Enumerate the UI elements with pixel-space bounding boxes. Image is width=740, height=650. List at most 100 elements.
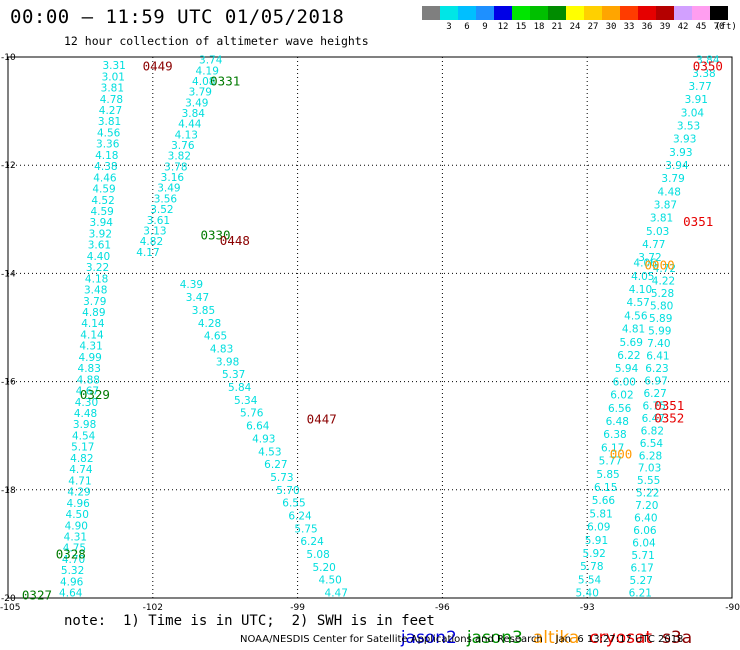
wave-height-value: 4.96 xyxy=(60,576,84,588)
color-bar-tick-label: 70 xyxy=(713,22,725,32)
wave-height-value: 3.98 xyxy=(216,356,239,368)
chart-title: 00:00 – 11:59 UTC 01/05/2018 xyxy=(10,6,345,28)
latitude-tick-label: -16 xyxy=(1,378,16,388)
wave-height-value: 6.27 xyxy=(643,388,666,400)
color-bar-tick-label: 42 xyxy=(677,22,689,32)
wave-height-value: 6.22 xyxy=(617,350,640,362)
wave-height-value: 6.02 xyxy=(610,390,633,402)
wave-height-value: 5.17 xyxy=(71,442,94,454)
wave-height-value: 6.21 xyxy=(629,588,652,600)
wave-height-value: 6.27 xyxy=(264,459,287,471)
longitude-tick-label: -105 xyxy=(0,603,20,613)
wave-height-value: 6.00 xyxy=(613,376,636,388)
wave-height-value: 4.71 xyxy=(68,475,91,487)
wave-height-value: 4.18 xyxy=(85,273,108,285)
color-bar-tick-label: 15 xyxy=(515,22,527,32)
wave-height-value: 4.44 xyxy=(178,119,202,131)
wave-height-value: 3.81 xyxy=(98,116,121,128)
wave-height-value: 7.20 xyxy=(635,500,658,512)
wave-height-value: 3.93 xyxy=(673,134,696,146)
wave-height-value: 4.82 xyxy=(140,236,163,248)
pass-time-label: 0331 xyxy=(210,73,240,88)
wave-height-value: 4.70 xyxy=(62,554,85,566)
wave-height-color-bar xyxy=(422,6,728,20)
wave-height-value: 6.06 xyxy=(633,525,657,537)
pass-time-label: 0449 xyxy=(143,59,173,74)
wave-height-value: 5.32 xyxy=(61,565,84,577)
wave-height-value: 4.48 xyxy=(74,408,97,420)
wave-height-value: 3.72 xyxy=(638,252,661,264)
wave-height-value: 4.39 xyxy=(180,279,203,291)
wave-height-value: 3.53 xyxy=(677,121,700,133)
wave-height-value: 5.08 xyxy=(306,549,329,561)
wave-height-value: 6.40 xyxy=(634,513,657,525)
color-bar-tick-label: 36 xyxy=(641,22,653,32)
pass-time-label: 000 xyxy=(610,447,633,462)
color-bar-tick-label: 45 xyxy=(695,22,707,32)
wave-height-value: 5.40 xyxy=(576,588,599,600)
wave-height-value: 3.48 xyxy=(84,285,107,297)
wave-height-value: 3.84 xyxy=(696,55,720,67)
wave-height-value: 6.48 xyxy=(606,416,629,428)
wave-height-value: 4.99 xyxy=(78,352,101,364)
wave-height-value: 4.83 xyxy=(78,363,101,375)
wave-height-value: 3.47 xyxy=(186,292,209,304)
wave-height-value: 4.65 xyxy=(204,331,227,343)
wave-height-value: 4.40 xyxy=(87,251,110,263)
wave-height-value: 5.73 xyxy=(270,472,293,484)
latitude-tick-label: -18 xyxy=(1,486,16,496)
wave-height-value: 5.70 xyxy=(276,485,299,497)
wave-height-value: 4.50 xyxy=(66,509,89,521)
wave-height-value: 3.82 xyxy=(168,151,191,163)
wave-height-value: 4.19 xyxy=(196,65,219,77)
wave-height-value: 3.81 xyxy=(650,213,673,225)
wave-height-value: 3.56 xyxy=(154,193,178,205)
pass-time-label: 0328 xyxy=(56,547,86,562)
wave-height-value: 5.54 xyxy=(578,574,602,586)
color-bar-swatch xyxy=(674,6,692,20)
wave-height-value: 6.56 xyxy=(608,403,632,415)
color-bar-tick-label: 18 xyxy=(533,22,545,32)
wave-height-value: 6.17 xyxy=(630,563,653,575)
mission-jason2: jason2 xyxy=(400,628,457,648)
color-bar-swatch xyxy=(440,6,458,20)
pass-time-label: 0351 xyxy=(654,398,684,413)
pass-time-label: 0352 xyxy=(654,410,684,425)
wave-height-value: 5.03 xyxy=(646,226,669,238)
color-bar-swatch xyxy=(602,6,620,20)
wave-height-value: 4.27 xyxy=(99,105,122,117)
wave-height-value: 4.59 xyxy=(90,206,113,218)
color-bar-tick-label: 39 xyxy=(659,22,671,32)
wave-height-value: 4.93 xyxy=(252,433,275,445)
wave-height-value: 4.31 xyxy=(79,341,102,353)
wave-height-value: 3.38 xyxy=(692,68,715,80)
wave-height-value: 4.48 xyxy=(658,186,681,198)
longitude-tick-label: -96 xyxy=(435,603,450,613)
pass-time-label: 0000 xyxy=(645,257,675,272)
wave-height-value: 3.49 xyxy=(157,183,180,195)
wave-height-value: 4.75 xyxy=(63,543,86,555)
wave-height-value: 5.89 xyxy=(649,313,672,325)
color-bar-swatch xyxy=(638,6,656,20)
wave-height-value: 4.88 xyxy=(77,374,100,386)
wave-height-value: 3.81 xyxy=(101,83,124,95)
wave-height-value: 3.79 xyxy=(661,173,684,185)
wave-height-value: 4.17 xyxy=(136,247,159,259)
wave-height-value: 3.79 xyxy=(83,296,106,308)
credit-line: NOAA/NESDIS Center for Satellite Applica… xyxy=(240,634,684,645)
wave-height-value: 5.94 xyxy=(615,363,639,375)
wave-height-value: 5.75 xyxy=(294,523,317,535)
wave-height-value: 3.79 xyxy=(189,87,212,99)
pass-time-label: 0330 xyxy=(200,228,230,243)
color-bar-swatch xyxy=(530,6,548,20)
wave-height-value: 3.31 xyxy=(102,60,125,72)
color-bar-swatch xyxy=(692,6,710,20)
wave-height-value: 6.38 xyxy=(603,429,626,441)
wave-height-value: 4.54 xyxy=(72,430,96,442)
wave-height-value: 5.66 xyxy=(592,495,616,507)
color-bar-tick-label: 30 xyxy=(605,22,617,32)
color-bar-unit: (ft) xyxy=(715,22,737,32)
pass-time-label: 0447 xyxy=(307,411,337,426)
wave-height-value: 6.24 xyxy=(300,536,324,548)
wave-height-value: 3.49 xyxy=(185,97,208,109)
